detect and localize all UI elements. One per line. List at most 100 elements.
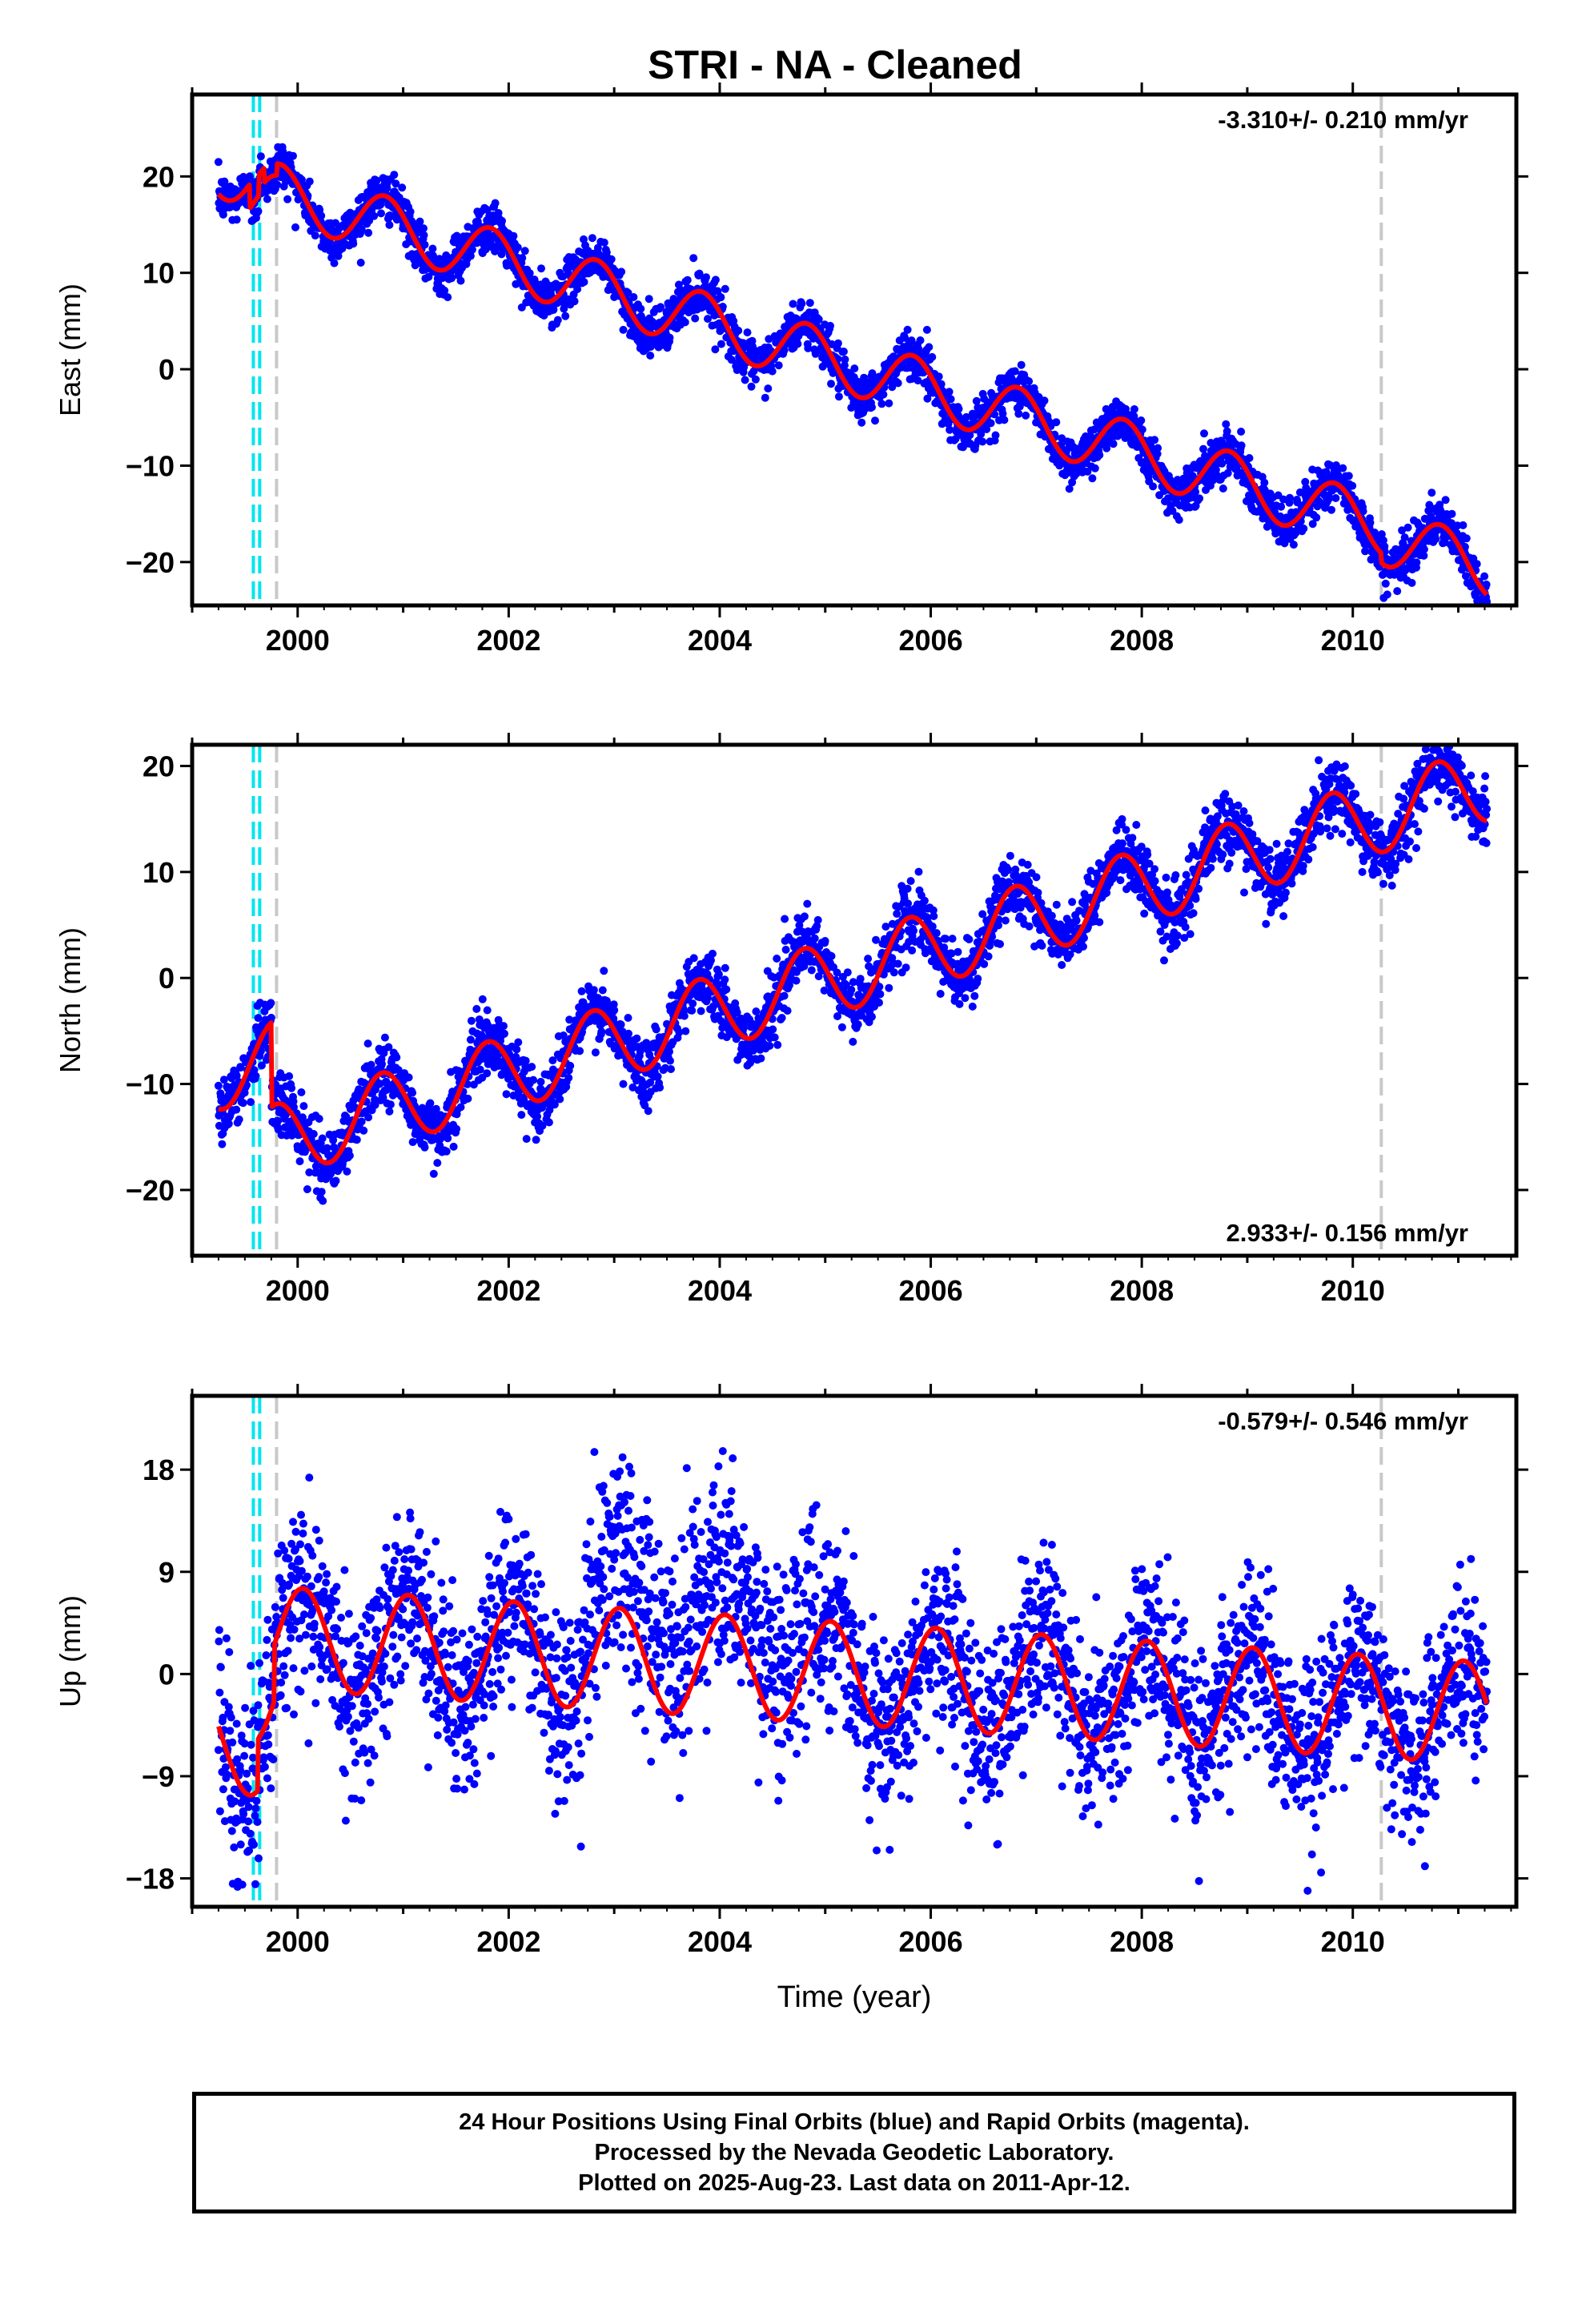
data-point xyxy=(1223,427,1231,436)
data-point xyxy=(345,1152,354,1160)
data-point xyxy=(1218,459,1227,468)
y-axis-label-east: East (mm) xyxy=(54,283,86,416)
data-point xyxy=(214,158,223,167)
data-point xyxy=(433,1159,442,1168)
data-point xyxy=(624,1029,632,1038)
data-point xyxy=(751,375,760,384)
data-point xyxy=(349,239,358,248)
data-point xyxy=(619,1080,628,1088)
data-point xyxy=(876,990,885,999)
data-point xyxy=(1299,525,1308,533)
data-point xyxy=(727,356,736,364)
data-point xyxy=(1153,449,1162,458)
data-point xyxy=(385,1107,394,1116)
data-point xyxy=(315,1115,323,1123)
data-point xyxy=(472,1004,481,1013)
data-point xyxy=(588,234,596,243)
data-point xyxy=(644,295,653,304)
data-point xyxy=(331,219,339,227)
data-point xyxy=(214,1081,223,1090)
data-point xyxy=(691,314,700,323)
data-point xyxy=(444,293,452,302)
x-tick-label: 2008 xyxy=(1110,624,1174,657)
data-point xyxy=(718,303,727,311)
data-point xyxy=(1339,464,1347,472)
data-point xyxy=(907,336,916,345)
data-point xyxy=(330,259,339,267)
data-point xyxy=(872,935,880,944)
data-point xyxy=(513,243,522,251)
data-point xyxy=(885,399,893,408)
data-point xyxy=(636,304,645,313)
data-point xyxy=(1138,425,1146,434)
rate-label-east: -3.310+/- 0.210 mm/yr xyxy=(1218,106,1468,134)
data-point xyxy=(688,1006,697,1015)
data-point xyxy=(780,991,789,1000)
data-point xyxy=(928,352,937,361)
figure-title: STRI - NA - Cleaned xyxy=(648,42,1022,87)
data-point xyxy=(901,333,909,342)
data-point xyxy=(386,1100,395,1109)
data-point xyxy=(1195,494,1204,503)
data-point xyxy=(1393,587,1402,596)
data-point xyxy=(656,1084,665,1092)
data-point xyxy=(331,1176,340,1185)
data-point xyxy=(982,425,991,433)
data-point xyxy=(311,231,319,240)
data-point xyxy=(743,328,752,337)
data-point xyxy=(827,380,835,388)
data-point xyxy=(483,206,492,215)
data-point xyxy=(804,344,813,352)
data-point xyxy=(1472,560,1481,569)
data-point xyxy=(589,986,598,995)
data-point xyxy=(849,1037,857,1046)
data-point xyxy=(1279,495,1288,504)
data-point xyxy=(553,316,562,324)
data-point xyxy=(343,1167,351,1176)
data-point xyxy=(792,976,801,985)
data-point xyxy=(916,336,925,344)
data-point xyxy=(577,987,586,995)
data-point xyxy=(509,231,518,240)
data-point xyxy=(456,276,465,285)
data-point xyxy=(297,1088,306,1096)
data-point xyxy=(834,392,843,401)
data-point xyxy=(317,211,326,220)
data-point xyxy=(1199,444,1207,453)
data-point xyxy=(681,318,689,327)
data-point xyxy=(656,303,665,312)
data-point xyxy=(357,1117,366,1126)
data-point xyxy=(1109,440,1118,448)
data-point xyxy=(1068,478,1077,487)
data-point xyxy=(1289,541,1298,549)
data-point xyxy=(367,1060,375,1069)
data-point xyxy=(576,1047,584,1055)
data-point xyxy=(529,1076,538,1084)
data-point xyxy=(1222,420,1231,428)
data-point xyxy=(466,251,475,260)
data-point xyxy=(564,1073,573,1082)
data-point xyxy=(273,180,282,189)
data-point xyxy=(1000,416,1009,424)
data-point xyxy=(864,955,873,963)
data-point xyxy=(1191,488,1200,497)
data-point xyxy=(1088,474,1097,483)
data-point xyxy=(741,376,749,384)
data-point xyxy=(713,287,722,296)
data-point xyxy=(285,1072,294,1080)
data-point xyxy=(428,244,437,253)
data-point xyxy=(319,1196,327,1205)
data-point xyxy=(777,1014,786,1022)
data-point xyxy=(1462,534,1471,543)
data-point xyxy=(232,1105,241,1114)
plot-area-north xyxy=(214,745,1492,1256)
data-point xyxy=(598,986,607,995)
data-point xyxy=(879,390,888,399)
x-tick-label: 2004 xyxy=(688,624,752,657)
data-point xyxy=(934,372,943,381)
data-point xyxy=(254,207,263,215)
data-point xyxy=(843,968,852,977)
x-tick-label: 2010 xyxy=(1321,624,1385,657)
data-point xyxy=(1348,481,1357,490)
data-point xyxy=(283,195,292,203)
